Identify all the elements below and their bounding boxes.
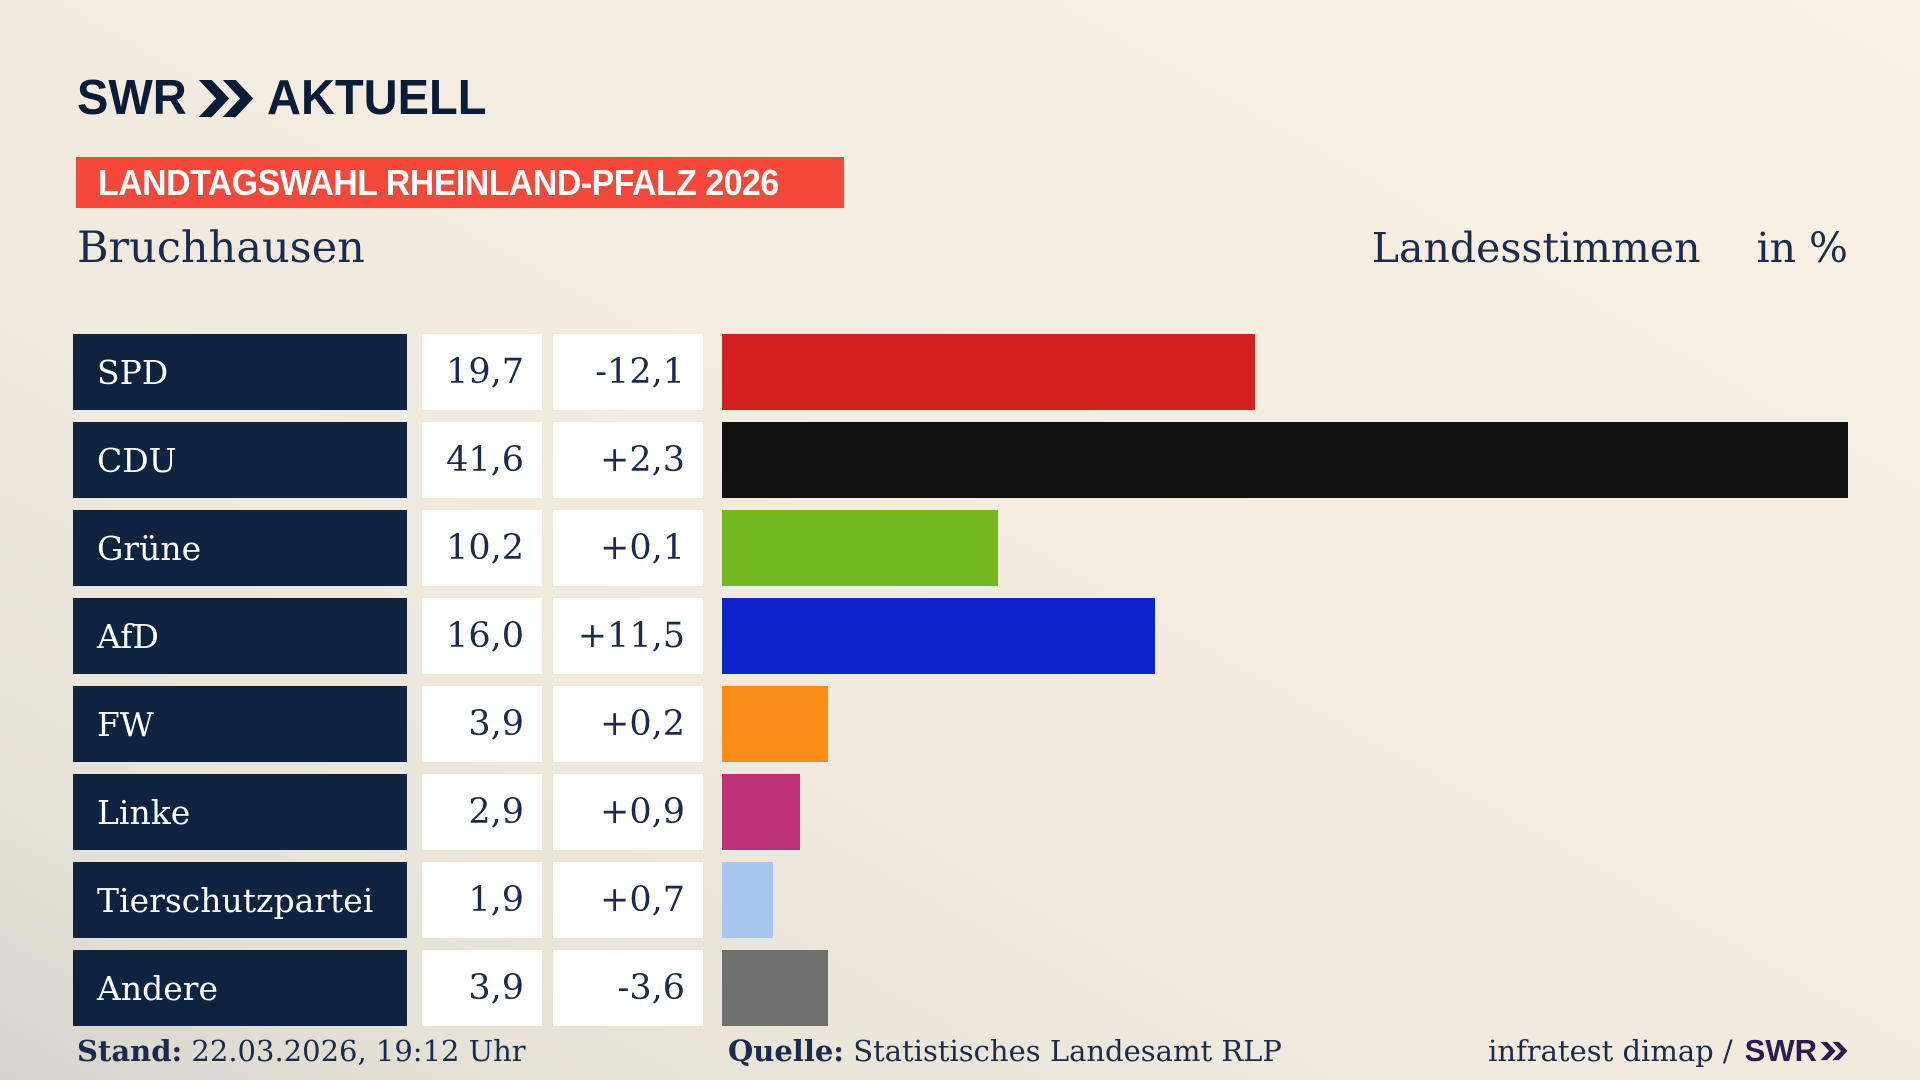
party-name: Grüne bbox=[97, 528, 202, 568]
party-label-box: Linke bbox=[73, 774, 407, 850]
party-value-box: 10,2 bbox=[422, 510, 542, 586]
party-change: +0,1 bbox=[600, 528, 685, 568]
party-name: Andere bbox=[97, 968, 219, 1008]
results-table: SPD 19,7 -12,1 CDU 41,6 +2,3 Grüne 10,2 … bbox=[73, 334, 1920, 1026]
party-change-box: +0,1 bbox=[553, 510, 703, 586]
credit: infratest dimap / SWR bbox=[1488, 1030, 1848, 1072]
party-label-box: Tierschutzpartei bbox=[73, 862, 407, 938]
party-row: SPD 19,7 -12,1 bbox=[73, 334, 1920, 410]
party-change-box: +11,5 bbox=[553, 598, 703, 674]
municipality-title: Bruchhausen bbox=[77, 223, 365, 273]
party-value-box: 16,0 bbox=[422, 598, 542, 674]
party-change: +0,9 bbox=[600, 792, 685, 832]
party-row: FW 3,9 +0,2 bbox=[73, 686, 1920, 762]
party-change-box: -12,1 bbox=[553, 334, 703, 410]
party-change: +11,5 bbox=[577, 616, 685, 656]
party-value: 2,9 bbox=[468, 792, 524, 832]
party-value: 16,0 bbox=[446, 616, 524, 656]
party-label-box: CDU bbox=[73, 422, 407, 498]
party-label-box: Andere bbox=[73, 950, 407, 1026]
party-bar bbox=[722, 422, 1848, 498]
logo-product-text: AKTUELL bbox=[267, 71, 487, 125]
party-row: Grüne 10,2 +0,1 bbox=[73, 510, 1920, 586]
credit-text: infratest dimap / bbox=[1488, 1034, 1733, 1068]
party-value: 3,9 bbox=[468, 968, 524, 1008]
swr-footer-logo-text: SWR bbox=[1744, 1033, 1817, 1068]
timestamp-label: Stand: bbox=[77, 1034, 183, 1068]
source-value: Statistisches Landesamt RLP bbox=[853, 1034, 1282, 1068]
double-chevron-icon bbox=[197, 79, 255, 117]
party-value: 3,9 bbox=[468, 704, 524, 744]
party-bar bbox=[722, 334, 1255, 410]
party-change-box: -3,6 bbox=[553, 950, 703, 1026]
party-bar bbox=[722, 510, 998, 586]
party-value-box: 3,9 bbox=[422, 950, 542, 1026]
party-name: AfD bbox=[97, 616, 159, 656]
party-bar bbox=[722, 598, 1155, 674]
party-label-box: FW bbox=[73, 686, 407, 762]
party-value: 19,7 bbox=[446, 352, 524, 392]
party-name: SPD bbox=[97, 352, 169, 392]
party-value-box: 41,6 bbox=[422, 422, 542, 498]
election-banner-label: LANDTAGSWAHL RHEINLAND-PFALZ 2026 bbox=[98, 161, 779, 203]
party-change: +2,3 bbox=[600, 440, 685, 480]
party-value: 10,2 bbox=[446, 528, 524, 568]
party-row: AfD 16,0 +11,5 bbox=[73, 598, 1920, 674]
party-label-box: Grüne bbox=[73, 510, 407, 586]
swr-footer-logo: SWR bbox=[1745, 1030, 1848, 1072]
party-bar bbox=[722, 686, 828, 762]
source-label: Quelle: bbox=[728, 1034, 844, 1068]
vote-type-label: Landesstimmen bbox=[1371, 224, 1701, 272]
party-value: 41,6 bbox=[446, 440, 524, 480]
unit-label: in % bbox=[1756, 224, 1848, 272]
party-row: Andere 3,9 -3,6 bbox=[73, 950, 1920, 1026]
party-change-box: +2,3 bbox=[553, 422, 703, 498]
logo-brand-text: SWR bbox=[77, 71, 187, 125]
swr-aktuell-logo: SWR AKTUELL bbox=[77, 70, 496, 126]
party-label-box: AfD bbox=[73, 598, 407, 674]
timestamp: Stand: 22.03.2026, 19:12 Uhr bbox=[77, 1030, 526, 1072]
party-value: 1,9 bbox=[468, 880, 524, 920]
party-row: CDU 41,6 +2,3 bbox=[73, 422, 1920, 498]
party-row: Linke 2,9 +0,9 bbox=[73, 774, 1920, 850]
footer: Stand: 22.03.2026, 19:12 Uhr Quelle: Sta… bbox=[0, 1030, 1920, 1072]
party-change-box: +0,2 bbox=[553, 686, 703, 762]
party-change: +0,7 bbox=[600, 880, 685, 920]
party-row: Tierschutzpartei 1,9 +0,7 bbox=[73, 862, 1920, 938]
party-change-box: +0,9 bbox=[553, 774, 703, 850]
party-value-box: 3,9 bbox=[422, 686, 542, 762]
election-banner: LANDTAGSWAHL RHEINLAND-PFALZ 2026 bbox=[76, 157, 845, 208]
double-chevron-icon bbox=[1820, 1041, 1848, 1061]
party-name: FW bbox=[97, 704, 154, 744]
party-value-box: 19,7 bbox=[422, 334, 542, 410]
party-bar bbox=[722, 862, 773, 938]
party-label-box: SPD bbox=[73, 334, 407, 410]
party-name: Linke bbox=[97, 792, 191, 832]
party-value-box: 1,9 bbox=[422, 862, 542, 938]
party-name: Tierschutzpartei bbox=[97, 880, 374, 920]
party-change: -12,1 bbox=[595, 352, 685, 392]
party-bar bbox=[722, 950, 828, 1026]
party-value-box: 2,9 bbox=[422, 774, 542, 850]
source: Quelle: Statistisches Landesamt RLP bbox=[728, 1030, 1282, 1072]
party-change: +0,2 bbox=[600, 704, 685, 744]
party-name: CDU bbox=[97, 440, 177, 480]
party-bar bbox=[722, 774, 800, 850]
party-change-box: +0,7 bbox=[553, 862, 703, 938]
vote-type-title: Landesstimmen in % bbox=[1372, 224, 1848, 272]
party-change: -3,6 bbox=[617, 968, 686, 1008]
timestamp-value: 22.03.2026, 19:12 Uhr bbox=[191, 1034, 526, 1068]
